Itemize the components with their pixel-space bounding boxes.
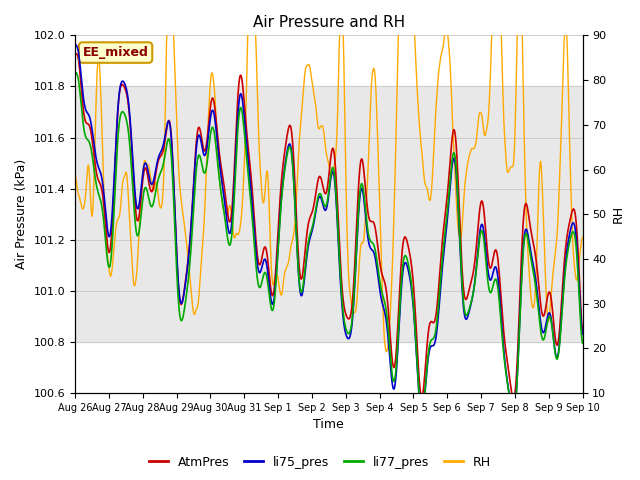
Title: Air Pressure and RH: Air Pressure and RH [253, 15, 405, 30]
Legend: AtmPres, li75_pres, li77_pres, RH: AtmPres, li75_pres, li77_pres, RH [144, 451, 496, 474]
Bar [75, 86, 582, 342]
Y-axis label: RH: RH [612, 205, 625, 223]
X-axis label: Time: Time [314, 419, 344, 432]
Text: EE_mixed: EE_mixed [83, 46, 148, 59]
Y-axis label: Air Pressure (kPa): Air Pressure (kPa) [15, 159, 28, 269]
